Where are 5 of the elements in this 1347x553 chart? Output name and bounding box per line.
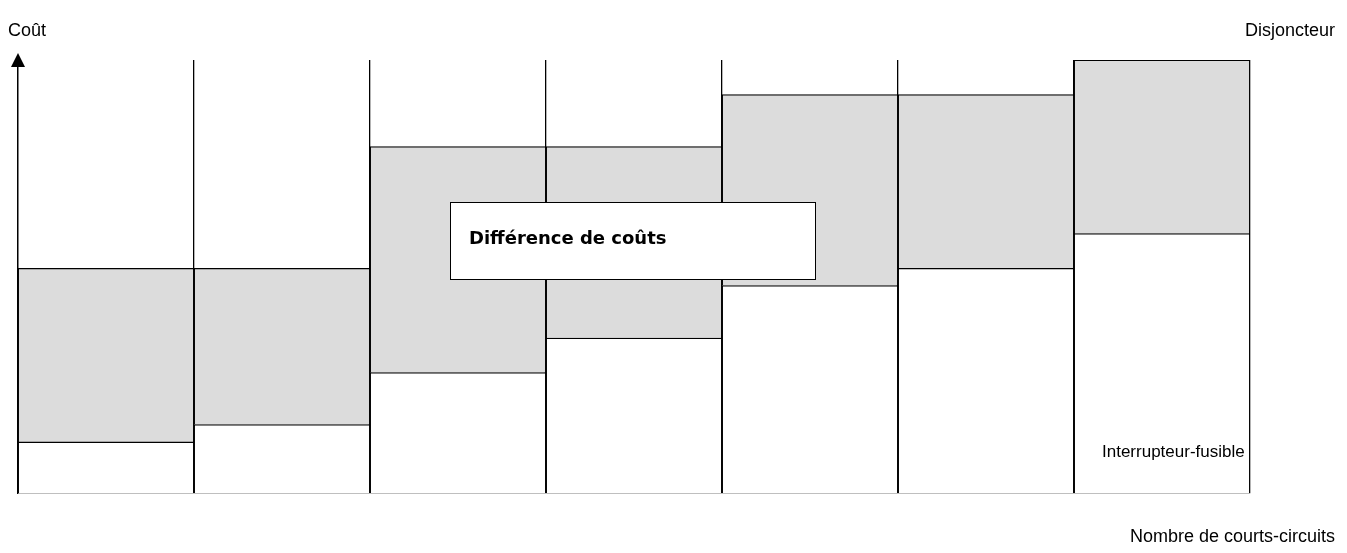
text: Disjoncteur	[1244, 20, 1335, 41]
text: Coût	[8, 20, 47, 41]
series-label: Différence de coûts	[469, 227, 667, 248]
x-axis-title: Nombre de courts-circuits	[1129, 526, 1335, 547]
series-label: Interrupteur-fusible	[1102, 442, 1245, 462]
